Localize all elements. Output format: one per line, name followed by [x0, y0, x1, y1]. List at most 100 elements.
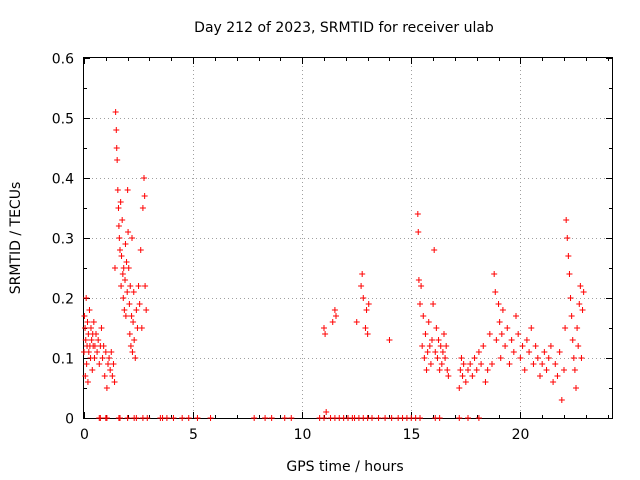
data-point	[418, 283, 425, 289]
data-point	[194, 415, 201, 421]
data-point	[438, 361, 445, 367]
data-point	[576, 301, 583, 307]
data-point	[425, 319, 432, 325]
y-tick-label: 0.5	[52, 112, 74, 128]
data-point	[126, 331, 133, 337]
data-point	[207, 415, 214, 421]
data-point	[120, 295, 127, 301]
data-point	[467, 361, 474, 367]
data-point	[122, 313, 129, 319]
data-point	[364, 331, 371, 337]
data-point	[432, 349, 439, 355]
data-point	[102, 349, 109, 355]
data-point	[504, 325, 511, 331]
data-point	[573, 385, 579, 391]
data-point	[84, 379, 91, 385]
data-point	[288, 415, 295, 421]
data-point	[417, 301, 423, 307]
x-axis-label: GPS time / hours	[286, 459, 403, 475]
y-tick-label: 0	[65, 412, 74, 428]
data-point	[185, 415, 192, 421]
data-point	[441, 331, 447, 337]
data-point	[558, 397, 565, 403]
data-point	[523, 337, 530, 343]
data-point	[117, 199, 124, 205]
data-point	[141, 193, 148, 199]
data-point	[362, 325, 369, 331]
data-point	[90, 319, 97, 325]
data-point	[465, 367, 471, 373]
data-point	[382, 415, 389, 421]
data-point	[484, 367, 491, 373]
data-point	[144, 415, 151, 421]
data-point	[114, 187, 121, 193]
data-point	[117, 415, 123, 421]
data-point	[436, 415, 443, 421]
data-point	[115, 223, 122, 229]
data-point	[492, 289, 499, 295]
data-point	[456, 415, 463, 421]
data-point	[135, 283, 142, 289]
data-point	[574, 325, 581, 331]
data-point	[415, 277, 422, 283]
data-point	[117, 247, 123, 253]
data-point	[421, 355, 428, 361]
x-tick-label: 5	[189, 427, 198, 443]
y-tick-label: 0.2	[52, 292, 74, 308]
data-point	[113, 145, 120, 151]
data-point	[562, 325, 569, 331]
data-point	[87, 325, 94, 331]
data-point	[570, 355, 577, 361]
data-point	[119, 217, 126, 223]
data-point	[85, 349, 92, 355]
data-point	[122, 277, 129, 283]
data-point	[321, 415, 327, 421]
data-point	[136, 301, 143, 307]
data-point	[118, 253, 125, 259]
data-point	[456, 385, 463, 391]
data-point	[124, 187, 131, 193]
data-point	[427, 361, 434, 367]
data-point	[123, 259, 130, 265]
data-point	[99, 355, 106, 361]
data-point	[566, 271, 573, 277]
data-point	[358, 283, 365, 289]
data-point	[119, 271, 126, 277]
data-point	[431, 247, 438, 253]
data-point	[496, 319, 503, 325]
data-point	[434, 355, 441, 361]
data-point	[125, 229, 132, 235]
data-point	[521, 367, 528, 373]
data-point	[322, 331, 329, 337]
data-point	[515, 331, 522, 337]
data-point	[113, 127, 120, 133]
data-point	[554, 373, 561, 379]
data-point	[436, 367, 443, 373]
data-point	[430, 301, 437, 307]
data-point	[577, 283, 584, 289]
data-point	[82, 373, 89, 379]
data-point	[465, 415, 471, 421]
data-point	[415, 229, 422, 235]
data-point	[112, 109, 119, 115]
data-point	[83, 361, 90, 367]
data-point	[565, 253, 572, 259]
data-point	[530, 361, 537, 367]
data-point	[126, 301, 133, 307]
data-point	[83, 295, 90, 301]
data-point	[114, 157, 121, 163]
data-point	[513, 313, 519, 319]
data-point	[95, 337, 102, 343]
data-point	[506, 361, 513, 367]
data-point	[127, 283, 134, 289]
data-point	[333, 313, 339, 319]
data-point	[111, 379, 118, 385]
data-point	[388, 415, 395, 421]
data-point	[105, 361, 111, 367]
data-point	[495, 301, 502, 307]
data-point	[528, 325, 535, 331]
grid-lines	[84, 58, 612, 418]
data-point	[508, 337, 515, 343]
data-point	[489, 361, 495, 367]
